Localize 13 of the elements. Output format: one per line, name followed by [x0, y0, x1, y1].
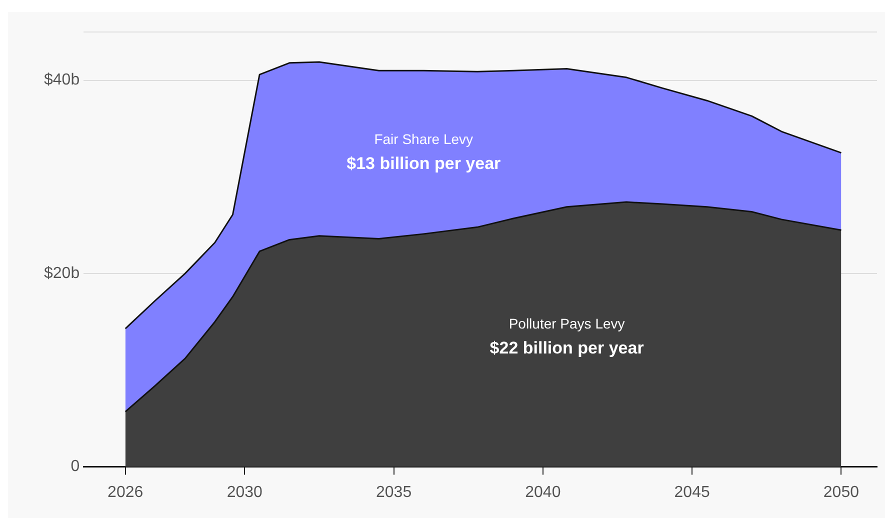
- x-tick-label: 2026: [108, 484, 144, 501]
- y-tick-label: $20b: [44, 264, 80, 282]
- series-label: Fair Share Levy: [374, 131, 474, 148]
- y-tick-label: $40b: [44, 72, 80, 89]
- y-tick-label: 0: [70, 458, 80, 476]
- series-label: Polluter Pays Levy: [508, 316, 625, 332]
- x-tick-label: 2035: [376, 484, 412, 501]
- x-tick-label: 2040: [525, 484, 561, 501]
- annotation: $22 billion per year: [490, 338, 644, 358]
- annotation: $13 billion per year: [346, 154, 502, 173]
- x-tick-label: 2045: [674, 484, 710, 501]
- x-tick-label: 2050: [823, 484, 860, 501]
- x-tick-label: 2030: [226, 484, 263, 501]
